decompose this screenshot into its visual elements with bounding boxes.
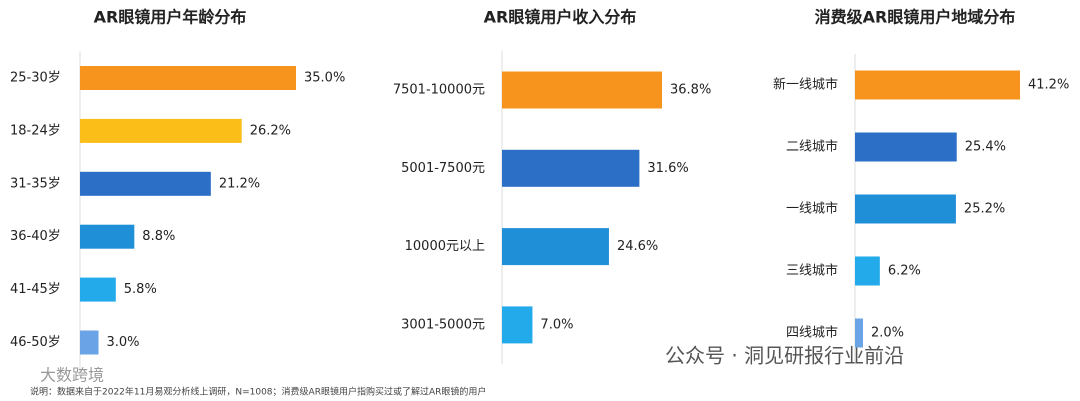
- value-label: 6.2%: [888, 264, 921, 279]
- category-label: 三线城市: [786, 263, 838, 279]
- bar: [855, 70, 1020, 100]
- category-label: 四线城市: [786, 325, 838, 341]
- bar: [80, 330, 99, 355]
- category-label: 31-35岁: [10, 176, 61, 191]
- value-label: 25.2%: [964, 202, 1005, 217]
- category-label: 36-40岁: [10, 229, 61, 244]
- category-label: 一线城市: [786, 201, 838, 217]
- bar: [80, 277, 116, 302]
- bar: [855, 194, 956, 224]
- category-label: 18-24岁: [10, 123, 61, 138]
- category-label: 5001-7500元: [401, 161, 485, 176]
- value-label: 26.2%: [250, 123, 291, 138]
- category-label: 25-30岁: [10, 71, 61, 86]
- bar: [80, 224, 135, 249]
- value-label: 21.2%: [219, 176, 260, 191]
- bar: [855, 256, 880, 286]
- bar: [502, 306, 533, 344]
- category-label: 10000元以上: [405, 239, 485, 254]
- category-label: 41-45岁: [10, 282, 61, 297]
- bar: [80, 118, 242, 143]
- chart-title: 消费级AR眼镜用户地域分布: [815, 8, 1016, 27]
- category-label: 3001-5000元: [401, 317, 485, 332]
- category-label: 新一线城市: [773, 77, 838, 93]
- category-label: 46-50岁: [10, 335, 61, 350]
- value-label: 3.0%: [107, 335, 140, 350]
- watermark: 大数跨境: [40, 366, 104, 385]
- watermark: 公众号 · 洞见研报行业前沿: [665, 344, 904, 368]
- bar: [855, 318, 864, 348]
- value-label: 7.0%: [540, 317, 573, 332]
- value-label: 25.4%: [965, 140, 1006, 155]
- category-label: 7501-10000元: [393, 83, 485, 98]
- category-label: 二线城市: [786, 139, 838, 155]
- bar: [80, 171, 211, 196]
- value-label: 35.0%: [304, 71, 345, 86]
- value-label: 41.2%: [1028, 78, 1069, 93]
- bar: [502, 71, 662, 109]
- chart-title: AR眼镜用户年龄分布: [94, 8, 247, 27]
- bar: [855, 132, 957, 162]
- value-label: 8.8%: [142, 229, 175, 244]
- value-label: 31.6%: [647, 161, 688, 176]
- value-label: 2.0%: [871, 326, 904, 341]
- bar: [80, 66, 296, 90]
- chart-title: AR眼镜用户收入分布: [484, 8, 637, 27]
- footnote: 说明：数据来自于2022年11月易观分析线上调研，N=1008；消费级AR眼镜用…: [30, 386, 486, 398]
- value-label: 5.8%: [124, 282, 157, 297]
- bar: [502, 149, 640, 187]
- bar: [502, 228, 609, 266]
- value-label: 24.6%: [617, 239, 658, 254]
- value-label: 36.8%: [670, 83, 711, 98]
